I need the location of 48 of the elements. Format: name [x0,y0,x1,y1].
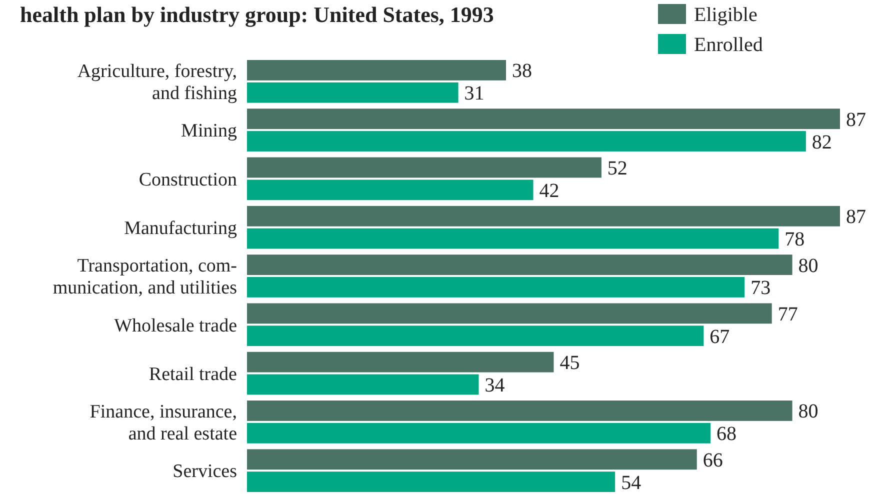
y-tick-label: Construction [138,169,238,190]
bar [247,157,602,178]
y-tick-label: Transportation, com- munication, and utilities [52,256,237,299]
y-tick-label: Finance, insurance, and real estate [90,402,237,445]
bar [247,228,779,249]
data-label: 80 [798,400,818,423]
bar [247,131,806,152]
bar [247,422,710,444]
data-label: 73 [750,277,771,300]
bar [247,374,479,395]
bar [247,180,534,200]
bar [247,60,506,80]
y-tick-label: Manufacturing [124,218,238,239]
bar [247,400,792,421]
bar [247,82,458,103]
bar [247,472,616,492]
bar [247,303,772,324]
data-label: 66 [702,449,723,472]
data-label: 87 [846,206,866,228]
data-label: 45 [560,352,580,374]
data-label: 52 [607,158,628,180]
data-label: 80 [798,254,818,277]
data-label: 87 [846,108,866,131]
data-label: 34 [484,374,505,396]
y-tick-label: Wholesale trade [114,315,237,336]
data-label: 54 [621,472,642,494]
bar [247,277,745,298]
bar [247,326,704,346]
y-tick-label: Agriculture, forestry, and fishing [77,61,238,104]
data-label: 82 [812,131,832,154]
bar [247,449,697,470]
data-label: 38 [512,60,532,82]
data-label: 77 [778,303,798,326]
data-label: 67 [710,326,730,348]
data-label: 78 [784,228,805,251]
y-tick-label: Services [172,461,237,482]
data-label: 68 [716,423,736,446]
chart-title: health plan by industry group: United States, 1993 [20,2,494,27]
legend-label: Enrolled [694,34,763,56]
bar [247,352,554,372]
y-tick-label: Mining [181,120,238,142]
bar [247,206,840,226]
bar [247,254,792,275]
data-label: 42 [539,180,560,202]
bar [247,108,840,130]
y-tick-label: Retail trade [148,364,237,385]
legend-label: Eligible [694,4,758,26]
data-label: 31 [464,82,484,105]
